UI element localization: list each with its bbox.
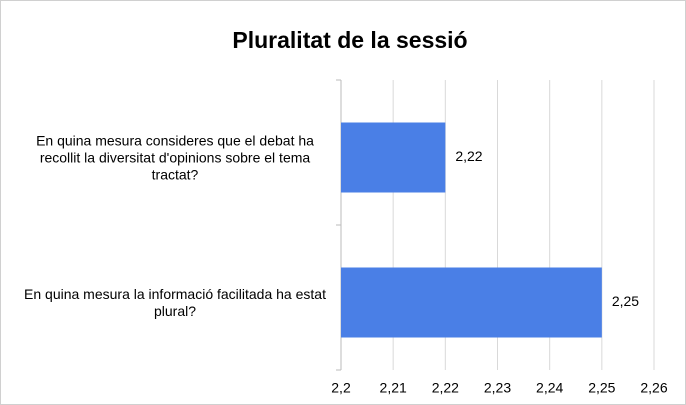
- chart-title: Pluralitat de la sessió: [232, 27, 467, 53]
- y-tick-label: En quina mesura la informació facilitada…: [24, 285, 326, 319]
- x-tick-label: 2,2: [331, 380, 351, 396]
- value-label: 2,25: [612, 293, 639, 309]
- y-tick-label: En quina mesura consideres que el debat …: [36, 132, 314, 182]
- x-tick-label: 2,21: [380, 380, 407, 396]
- x-tick-label: 2,23: [484, 380, 511, 396]
- x-tick-label: 2,22: [432, 380, 459, 396]
- value-label: 2,22: [455, 148, 482, 164]
- x-tick-label: 2,25: [588, 380, 615, 396]
- bar: [341, 267, 602, 338]
- x-tick-label: 2,26: [640, 380, 667, 396]
- x-tick-label: 2,24: [536, 380, 563, 396]
- bar: [341, 122, 446, 193]
